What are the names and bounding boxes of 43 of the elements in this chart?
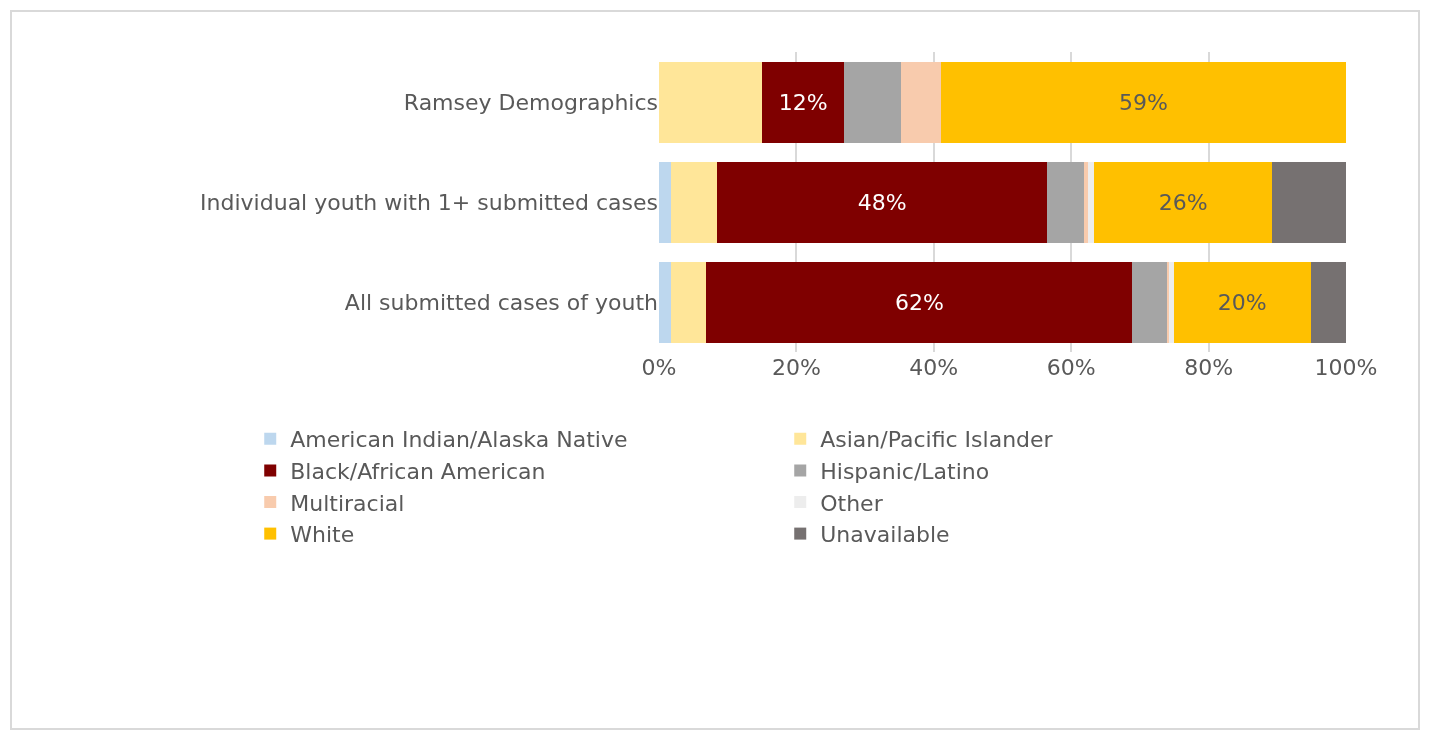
y-tick-label: Ramsey Demographics xyxy=(403,89,658,115)
bar xyxy=(1166,261,1169,343)
y-tick-label: All submitted cases of youth xyxy=(344,289,658,315)
legend-label: Multiracial xyxy=(290,490,405,516)
bar xyxy=(1272,161,1346,243)
legend-label: Other xyxy=(820,490,884,516)
x-tick-label: 40% xyxy=(909,355,959,380)
bar xyxy=(1132,261,1167,343)
y-tick-label: Individual youth with 1+ submitted cases xyxy=(200,189,658,215)
bar xyxy=(659,161,671,243)
data-label: 62% xyxy=(894,289,944,315)
legend-label: Black/African American xyxy=(290,458,546,484)
x-tick-label: 20% xyxy=(771,355,821,380)
bar xyxy=(844,61,901,143)
bar xyxy=(659,61,763,143)
bar xyxy=(706,261,1133,343)
data-label: 12% xyxy=(778,89,828,115)
bar xyxy=(670,261,707,343)
data-label: 59% xyxy=(1118,89,1168,115)
bar xyxy=(940,61,1346,143)
data-label: 48% xyxy=(857,189,907,215)
legend-label: Unavailable xyxy=(820,522,950,548)
x-tick-label: 100% xyxy=(1314,355,1378,380)
bar xyxy=(1310,261,1346,343)
data-label: 20% xyxy=(1217,289,1267,315)
bar xyxy=(1168,261,1174,343)
legend-label: American Indian/Alaska Native xyxy=(290,427,628,453)
bar xyxy=(670,161,718,243)
bar xyxy=(659,261,671,343)
x-tick-label: 80% xyxy=(1184,355,1234,380)
bar xyxy=(762,61,845,143)
x-tick-label: 0% xyxy=(641,355,677,380)
bar xyxy=(1088,161,1094,243)
bar xyxy=(1173,261,1311,343)
legend-label: Hispanic/Latino xyxy=(820,458,990,484)
legend-label: Asian/Pacific Islander xyxy=(820,427,1054,453)
data-label: 26% xyxy=(1158,189,1208,215)
bar xyxy=(900,61,941,143)
bar xyxy=(1047,161,1084,243)
bar xyxy=(1093,161,1273,243)
bar xyxy=(717,161,1048,243)
x-tick-label: 60% xyxy=(1046,355,1096,380)
legend-label: White xyxy=(290,522,355,548)
